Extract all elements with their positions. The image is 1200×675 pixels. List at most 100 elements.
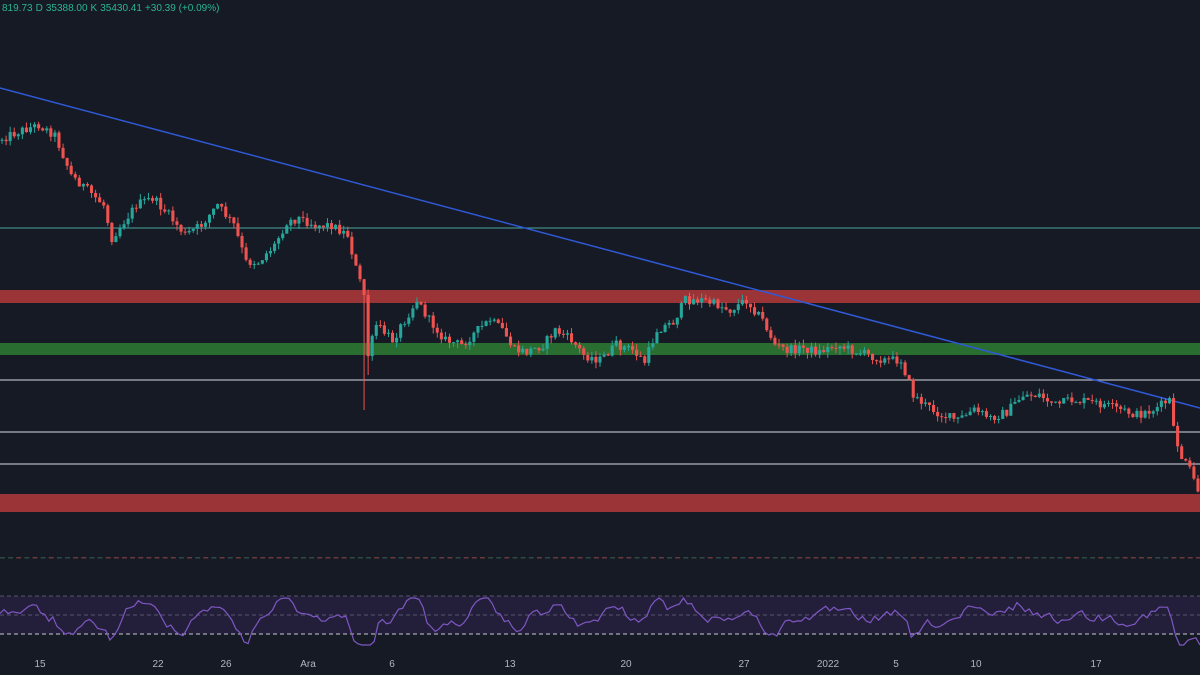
candle-body bbox=[578, 344, 582, 349]
volume-bar bbox=[1033, 557, 1039, 559]
candle-body bbox=[753, 307, 757, 315]
volume-bar bbox=[366, 557, 371, 559]
descending-trendline bbox=[0, 87, 1200, 409]
candle-body bbox=[268, 251, 273, 254]
candle-body bbox=[313, 224, 317, 228]
volume-bar bbox=[634, 557, 640, 559]
candle-body bbox=[102, 202, 106, 206]
candle-body bbox=[346, 230, 350, 237]
volume-bar bbox=[520, 557, 526, 559]
candle-body bbox=[325, 223, 330, 228]
candle-body bbox=[521, 348, 525, 353]
volume-bar bbox=[1082, 557, 1087, 559]
volume-bar bbox=[48, 557, 54, 559]
candle-body bbox=[370, 335, 374, 357]
candle-body bbox=[150, 198, 155, 201]
candle-body bbox=[663, 324, 667, 332]
candle-body bbox=[557, 328, 561, 334]
candle-body bbox=[1098, 400, 1102, 408]
candle-body bbox=[1029, 394, 1033, 396]
candle-body bbox=[1180, 446, 1184, 460]
candle-body bbox=[407, 317, 411, 324]
volume-bar bbox=[699, 557, 705, 559]
candle-body bbox=[1005, 409, 1009, 416]
candle-body bbox=[1172, 398, 1176, 426]
volume-bar bbox=[252, 557, 258, 559]
volume-bar bbox=[390, 557, 396, 559]
volume-bar bbox=[968, 557, 974, 559]
candle-body bbox=[875, 360, 879, 362]
candle-body bbox=[781, 344, 785, 347]
candle-body bbox=[1192, 466, 1196, 479]
candle-body bbox=[647, 347, 651, 363]
candle-body bbox=[846, 345, 850, 349]
candle-body bbox=[513, 345, 517, 347]
candle-body bbox=[866, 350, 871, 354]
candle-body bbox=[789, 345, 793, 353]
volume-bar bbox=[480, 557, 485, 559]
candle-body bbox=[358, 265, 362, 280]
candle-body bbox=[1009, 403, 1013, 416]
candle-body bbox=[1082, 397, 1086, 404]
candle-body bbox=[203, 222, 207, 227]
candle-body bbox=[785, 346, 789, 353]
candle-body bbox=[232, 217, 236, 224]
candle-body bbox=[28, 127, 33, 133]
volume-bar bbox=[618, 557, 624, 559]
candle-body bbox=[273, 243, 277, 252]
candle-body bbox=[484, 321, 488, 326]
candle-body bbox=[374, 324, 378, 336]
low-label: D bbox=[35, 3, 43, 14]
candle-body bbox=[610, 345, 614, 356]
candle-body bbox=[919, 397, 923, 404]
candle-body bbox=[704, 298, 708, 300]
volume-bar bbox=[496, 557, 502, 559]
candle-body bbox=[854, 353, 858, 355]
volume-bar bbox=[610, 557, 616, 559]
candle-body bbox=[830, 347, 834, 349]
candle-body bbox=[671, 322, 675, 325]
candle-body bbox=[1167, 398, 1172, 404]
volume-bar bbox=[976, 557, 982, 559]
candle-body bbox=[838, 346, 842, 349]
candle-body bbox=[692, 299, 696, 305]
volume-bar bbox=[683, 557, 689, 559]
x-tick-label: 17 bbox=[1090, 659, 1102, 670]
candle-body bbox=[163, 209, 167, 212]
candle-body bbox=[1131, 413, 1135, 417]
candle-body bbox=[175, 221, 179, 225]
candle-body bbox=[809, 346, 814, 353]
volume-bar bbox=[903, 557, 908, 559]
candle-body bbox=[439, 332, 443, 340]
candle-body bbox=[1184, 459, 1188, 461]
candle-body bbox=[317, 225, 321, 228]
rsi-band bbox=[0, 596, 1200, 634]
candle-body bbox=[309, 224, 313, 226]
volume-bar bbox=[276, 557, 282, 559]
candle-body bbox=[708, 299, 712, 304]
volume-bar bbox=[862, 557, 868, 559]
candle-body bbox=[1058, 401, 1062, 404]
candle-body bbox=[748, 303, 753, 308]
x-axis: 15 22 26 Ara 6 13 20 27 2022 5 10 17 bbox=[34, 659, 1102, 670]
volume-bar bbox=[211, 557, 217, 559]
candle-body bbox=[456, 340, 460, 343]
candle-body bbox=[1151, 411, 1155, 414]
candle-body bbox=[895, 356, 899, 364]
candle-body bbox=[679, 303, 683, 318]
candle-body bbox=[49, 128, 53, 137]
volume-bar bbox=[1057, 557, 1063, 559]
candle-body bbox=[334, 224, 338, 230]
volume-bar bbox=[154, 557, 160, 559]
volume-bar bbox=[341, 557, 347, 559]
levels-layer bbox=[0, 227, 1200, 512]
candle-body bbox=[834, 347, 838, 349]
candle-body bbox=[911, 379, 915, 398]
candle-body bbox=[687, 296, 692, 305]
volume-bar bbox=[260, 557, 266, 559]
candle-body bbox=[98, 197, 102, 203]
candle-body bbox=[814, 346, 818, 355]
candle-body bbox=[69, 165, 73, 175]
